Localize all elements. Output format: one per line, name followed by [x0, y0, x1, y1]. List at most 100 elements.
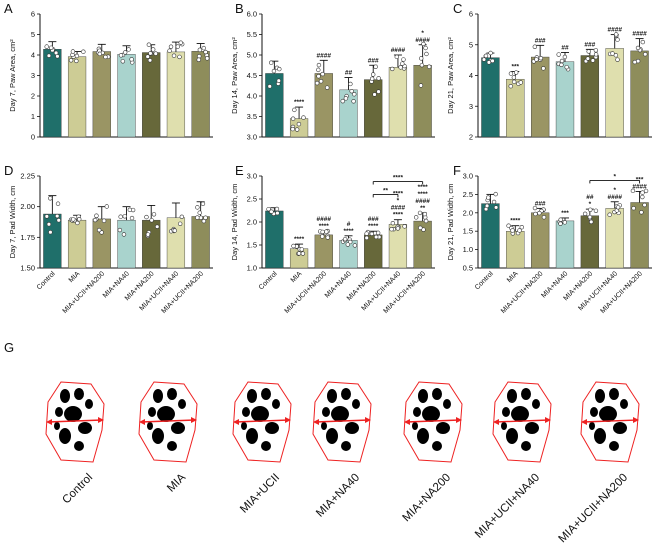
paw-label: MIA+UCII+NA200	[557, 472, 631, 546]
data-point	[491, 199, 497, 205]
data-point	[376, 89, 381, 94]
y-tick-label: 2.5	[247, 195, 257, 204]
y-axis-label: Day 21, Pad Width, cm	[446, 184, 455, 261]
paw-print	[580, 381, 640, 463]
significance-mark: ####	[415, 37, 430, 44]
bar	[43, 49, 62, 138]
paw-pad	[59, 428, 71, 444]
data-point	[517, 228, 522, 233]
y-tick-label: 2	[31, 92, 35, 101]
bar	[388, 67, 408, 138]
data-point	[291, 243, 296, 249]
panel-B: B 3.0 3.5 4.0 4.5 5.0 5.5 6.0 Day 14, Paw Area, …	[230, 1, 435, 142]
y-tick-label: 3.5	[247, 112, 257, 121]
data-point	[198, 215, 204, 220]
arrow-head	[46, 419, 52, 425]
paw-pad	[511, 406, 529, 422]
significance-mark: ####	[391, 205, 406, 212]
data-point	[104, 204, 109, 209]
paw-pad	[74, 441, 84, 451]
bar	[580, 55, 600, 138]
paw-pad	[594, 428, 606, 444]
paw-pad	[525, 422, 539, 434]
data-point	[101, 218, 107, 223]
y-tick-label: 5.5	[247, 30, 257, 39]
significance-mark: ****	[418, 184, 429, 191]
data-point	[271, 68, 277, 74]
data-point	[421, 41, 426, 47]
paw-pad	[167, 441, 177, 451]
paw-pad	[613, 422, 627, 434]
paw-pad	[74, 388, 84, 400]
significance-mark: ####	[607, 194, 622, 201]
data-point	[418, 83, 424, 88]
data-point	[201, 218, 207, 224]
bar	[630, 50, 649, 138]
data-point	[369, 76, 375, 81]
data-point	[44, 44, 49, 49]
panel-label: G	[4, 340, 14, 355]
bar	[92, 51, 111, 138]
data-point	[301, 115, 306, 120]
significance-mark: **	[420, 205, 426, 212]
data-point	[417, 210, 423, 216]
significance-mark: ****	[294, 99, 305, 106]
panel-label: A	[4, 1, 13, 16]
data-point	[81, 49, 86, 54]
data-point	[532, 44, 538, 49]
data-point	[324, 229, 329, 234]
data-point	[613, 53, 619, 58]
data-point	[352, 243, 358, 248]
data-point	[74, 58, 79, 64]
bar	[413, 65, 432, 138]
bar	[506, 230, 525, 269]
data-point	[178, 40, 183, 45]
data-point	[511, 79, 517, 85]
data-point	[44, 214, 50, 219]
paw-pad	[432, 441, 442, 451]
data-point	[376, 76, 381, 81]
arrow-head	[139, 419, 145, 425]
significance-mark: ****	[393, 191, 404, 198]
data-point	[508, 71, 514, 76]
data-point	[632, 59, 637, 65]
data-point	[481, 57, 487, 62]
y-tick-label: 1.5	[463, 227, 473, 236]
bar	[166, 51, 186, 138]
bar	[166, 217, 186, 269]
data-point	[418, 225, 423, 231]
arrow-head	[493, 419, 499, 425]
y-tick-label: 1	[31, 112, 35, 121]
data-point	[117, 227, 123, 233]
data-point	[389, 227, 394, 232]
data-point	[348, 239, 353, 245]
paw-pad	[341, 441, 351, 451]
paw-pad	[242, 407, 250, 417]
y-tick-label: 4	[31, 51, 35, 60]
data-point	[276, 78, 281, 83]
panel-label: C	[453, 1, 462, 16]
significance-mark: ####	[632, 183, 647, 190]
y-tick-label: 0	[31, 133, 35, 142]
x-tick-label: MIA+UCII+NA200	[62, 270, 107, 315]
width-arrow	[47, 419, 103, 423]
y-tick-label: 6	[31, 10, 35, 19]
data-point	[486, 195, 491, 200]
y-tick-label: 2.0	[463, 208, 473, 217]
data-point	[92, 217, 98, 223]
paw-pad	[432, 388, 442, 400]
data-point	[402, 224, 407, 229]
data-point	[171, 53, 177, 58]
data-point	[148, 51, 153, 56]
y-tick-label: 2.5	[463, 190, 473, 199]
data-point	[316, 62, 322, 68]
data-point	[197, 53, 202, 59]
data-point	[127, 207, 133, 213]
y-tick-label: 3	[469, 102, 473, 111]
data-point	[203, 215, 208, 220]
panel-label: B	[235, 1, 244, 16]
paw-print	[138, 381, 198, 463]
data-point	[46, 53, 52, 58]
data-point	[615, 57, 620, 62]
